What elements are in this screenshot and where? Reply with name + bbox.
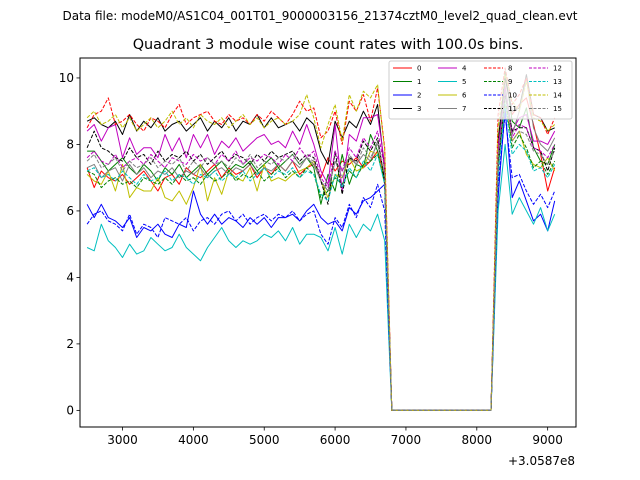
y-tick-label: 8 — [66, 138, 74, 152]
x-tick-label: 7000 — [391, 433, 422, 447]
series-line-14 — [86, 74, 556, 411]
legend-label-0: 0 — [417, 65, 421, 73]
file-suptitle: Data file: modeM0/AS1C04_001T01_90000031… — [62, 9, 577, 23]
legend-frame — [388, 60, 573, 120]
legend-label-3: 3 — [417, 105, 421, 113]
legend-label-12: 12 — [553, 65, 562, 73]
legend-label-11: 11 — [508, 105, 517, 113]
series-line-13 — [86, 104, 556, 411]
legend-label-2: 2 — [417, 92, 421, 100]
legend-label-7: 7 — [462, 105, 466, 113]
legend-label-13: 13 — [553, 78, 562, 86]
legend-label-8: 8 — [508, 65, 512, 73]
y-axis-ticks: 0 2 4 6 8 10 — [59, 71, 80, 418]
x-tick-label: 5000 — [249, 433, 280, 447]
y-tick-label: 2 — [66, 337, 74, 351]
x-tick-label: 9000 — [532, 433, 563, 447]
legend-label-9: 9 — [508, 78, 512, 86]
legend-label-15: 15 — [553, 105, 562, 113]
x-axis-ticks: 3000 4000 5000 6000 7000 8000 9000 — [107, 427, 563, 447]
y-tick-label: 10 — [59, 71, 74, 85]
y-tick-label: 6 — [66, 204, 74, 218]
y-tick-label: 0 — [66, 404, 74, 418]
legend-label-10: 10 — [508, 92, 517, 100]
series-line-8 — [86, 67, 556, 411]
legend-label-1: 1 — [417, 78, 421, 86]
y-tick-label: 4 — [66, 271, 74, 285]
legend-label-5: 5 — [462, 78, 466, 86]
legend-label-4: 4 — [462, 65, 467, 73]
x-tick-label: 3000 — [107, 433, 138, 447]
chart-title: Quadrant 3 module wise count rates with … — [133, 37, 524, 53]
series-layer — [86, 67, 556, 411]
legend-label-6: 6 — [462, 92, 467, 100]
x-offset-label: +3.0587e8 — [508, 454, 575, 468]
x-tick-label: 8000 — [462, 433, 493, 447]
plot-frame — [79, 57, 577, 428]
x-tick-label: 6000 — [320, 433, 351, 447]
x-tick-label: 4000 — [178, 433, 209, 447]
series-line-15 — [86, 90, 556, 411]
legend-label-14: 14 — [553, 92, 562, 100]
